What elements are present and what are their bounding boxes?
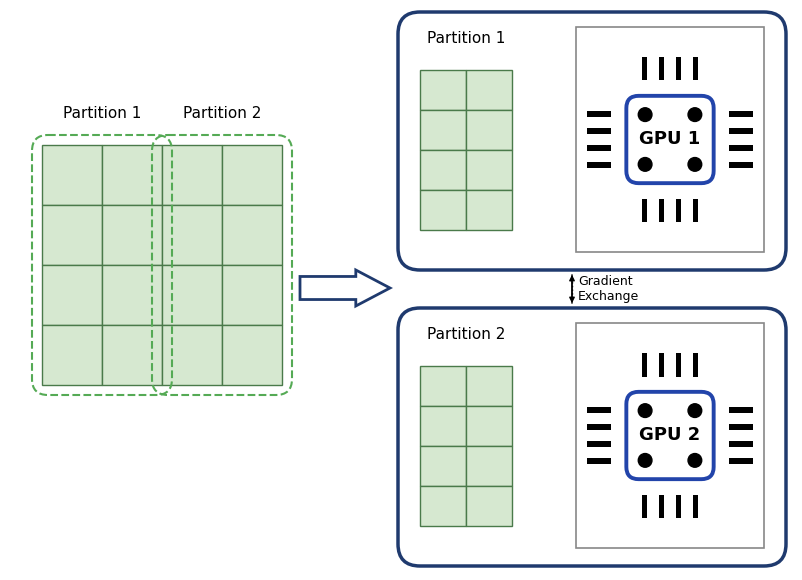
Circle shape [688, 108, 702, 121]
FancyBboxPatch shape [398, 308, 786, 566]
Bar [729, 407, 752, 412]
Bar [42, 145, 102, 205]
Bar [466, 190, 512, 230]
Bar [420, 366, 466, 406]
Bar [222, 205, 282, 265]
Bar [42, 325, 102, 385]
Bar [729, 111, 752, 117]
Bar [676, 353, 682, 376]
Bar [466, 70, 512, 110]
Bar [42, 265, 102, 325]
Bar [729, 424, 752, 430]
Bar [420, 150, 466, 190]
Bar [642, 198, 647, 222]
Bar [102, 265, 162, 325]
Bar [587, 441, 611, 447]
Bar [729, 458, 752, 464]
Bar [420, 70, 466, 110]
Circle shape [688, 158, 702, 171]
Polygon shape [300, 270, 390, 306]
Bar [222, 265, 282, 325]
Bar [693, 495, 699, 518]
Bar [658, 57, 664, 81]
Bar [658, 495, 664, 518]
Bar [162, 145, 222, 205]
Circle shape [638, 108, 652, 121]
Bar [466, 110, 512, 150]
Bar [587, 111, 611, 117]
Bar [420, 190, 466, 230]
Bar [576, 27, 764, 252]
Circle shape [638, 404, 652, 418]
Bar [587, 128, 611, 134]
Bar [466, 406, 512, 446]
Bar [420, 486, 466, 526]
Bar [729, 128, 752, 134]
Circle shape [688, 404, 702, 418]
Bar [658, 198, 664, 222]
Bar [42, 205, 102, 265]
Bar [466, 446, 512, 486]
Circle shape [638, 158, 652, 171]
Text: Partition 1: Partition 1 [427, 31, 505, 46]
Bar [420, 110, 466, 150]
Circle shape [638, 454, 652, 467]
FancyBboxPatch shape [626, 96, 714, 183]
Bar [587, 407, 611, 412]
Bar [693, 57, 699, 81]
Bar [466, 486, 512, 526]
Bar [587, 424, 611, 430]
Text: GPU 1: GPU 1 [639, 130, 701, 148]
Bar [102, 145, 162, 205]
Bar [466, 366, 512, 406]
Bar [162, 205, 222, 265]
Circle shape [688, 454, 702, 467]
Bar [576, 323, 764, 548]
Bar [676, 57, 682, 81]
Bar [587, 458, 611, 464]
Bar [587, 145, 611, 151]
Bar [102, 325, 162, 385]
Text: Gradient
Exchange: Gradient Exchange [578, 275, 639, 303]
Bar [693, 353, 699, 376]
Bar [642, 353, 647, 376]
Bar [466, 150, 512, 190]
Bar [102, 205, 162, 265]
Bar [162, 325, 222, 385]
Bar [729, 162, 752, 168]
Bar [642, 495, 647, 518]
Bar [420, 406, 466, 446]
Bar [222, 145, 282, 205]
FancyBboxPatch shape [626, 392, 714, 479]
Bar [642, 57, 647, 81]
Bar [420, 446, 466, 486]
Bar [587, 162, 611, 168]
Bar [222, 325, 282, 385]
Bar [658, 353, 664, 376]
Text: GPU 2: GPU 2 [639, 426, 701, 444]
Text: Partition 2: Partition 2 [427, 327, 505, 342]
FancyBboxPatch shape [398, 12, 786, 270]
Bar [693, 198, 699, 222]
Text: Partition 2: Partition 2 [183, 106, 261, 121]
Bar [162, 265, 222, 325]
Bar [729, 441, 752, 447]
Bar [676, 198, 682, 222]
Text: Partition 1: Partition 1 [63, 106, 141, 121]
Bar [676, 495, 682, 518]
Bar [729, 145, 752, 151]
